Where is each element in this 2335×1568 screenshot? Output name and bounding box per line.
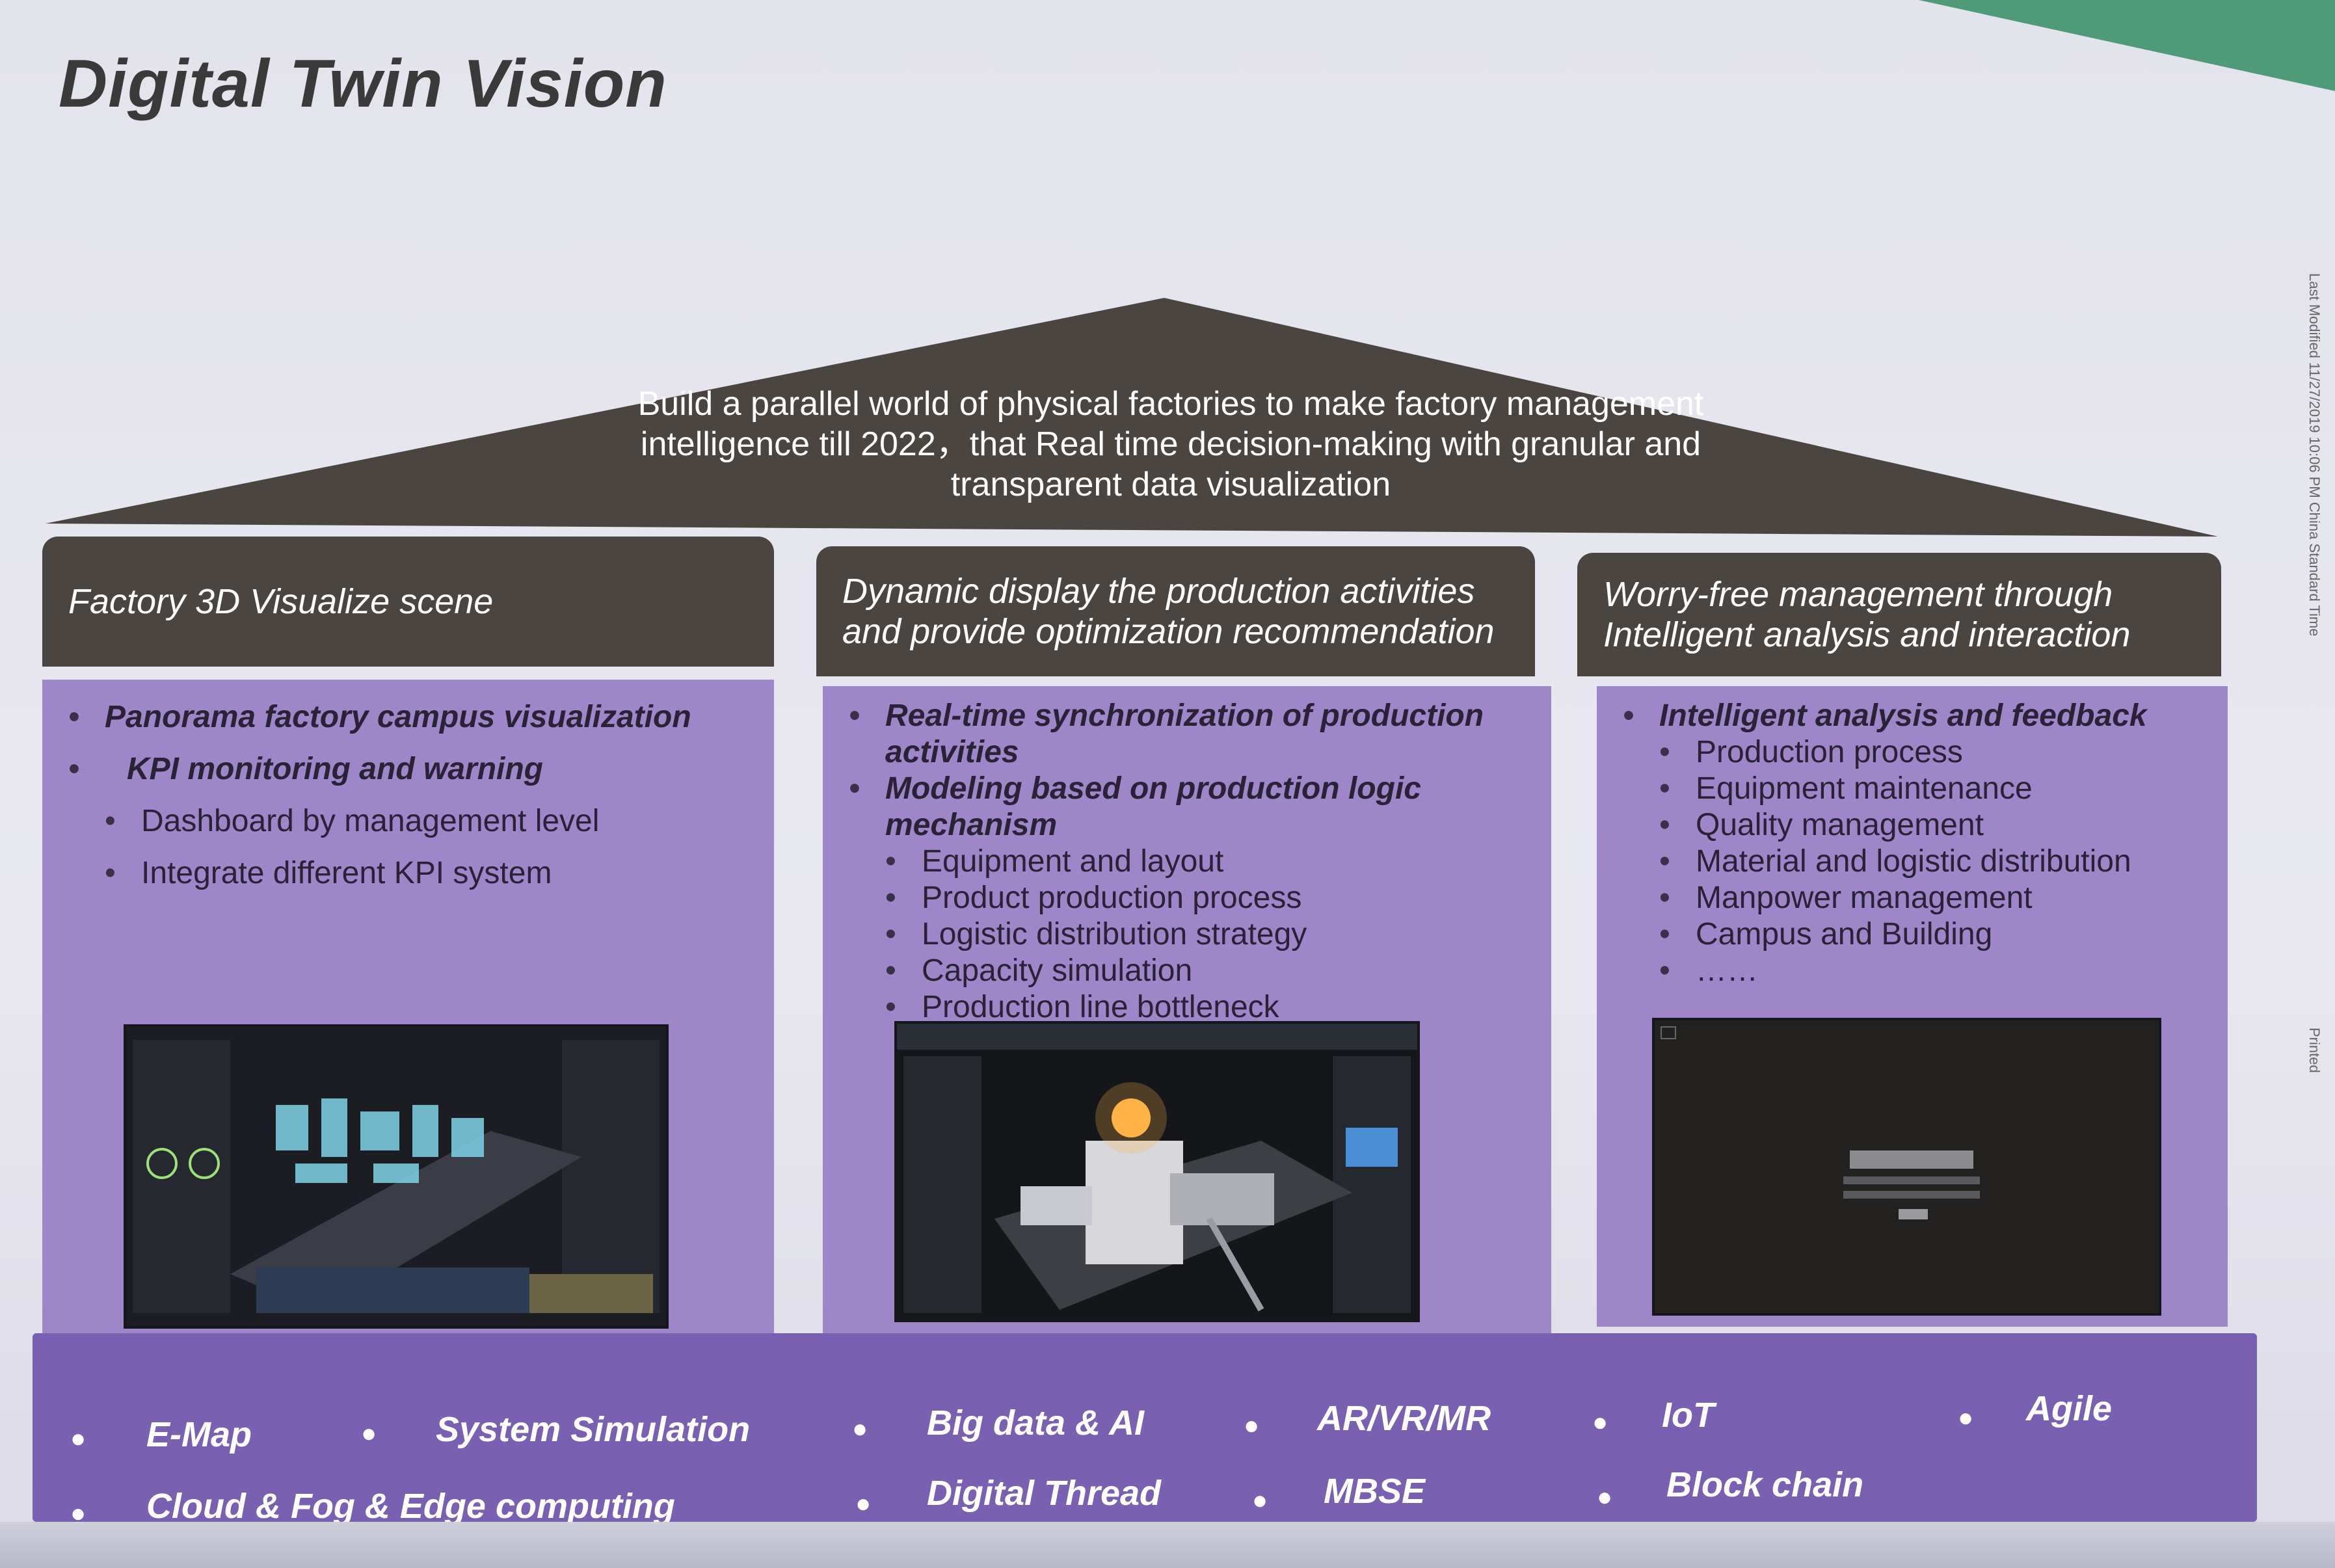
- bullet-dot: ●: [1244, 1411, 1260, 1440]
- list-item: Product production process: [849, 880, 1525, 916]
- bullet-dot: ●: [1958, 1403, 1974, 1432]
- list-item: Dashboard by management level: [68, 803, 748, 840]
- tech-digital-thread: Digital Thread: [927, 1474, 1162, 1513]
- tech-cloud-fog-edge: Cloud & Fog & Edge computing: [146, 1487, 675, 1526]
- bullet-dot: ●: [1252, 1486, 1268, 1515]
- list-item: Real-time synchronization of production …: [849, 698, 1525, 771]
- column-1-header: Factory 3D Visualize scene: [42, 537, 774, 667]
- list-item: Integrate different KPI system: [68, 855, 748, 892]
- list-item: Panorama factory campus visualization: [68, 699, 748, 736]
- list-item: Equipment maintenance: [1623, 771, 2202, 807]
- list-item: ……: [1623, 953, 2202, 989]
- column-2-header: Dynamic display the production activitie…: [816, 546, 1535, 676]
- column-3-body: Intelligent analysis and feedback Produc…: [1597, 686, 2228, 1327]
- column-2-title: Dynamic display the production activitie…: [842, 572, 1495, 651]
- column-1-title: Factory 3D Visualize scene: [68, 582, 494, 621]
- printed-note: Printed: [2306, 1028, 2323, 1073]
- list-item: Production line bottleneck: [849, 989, 1525, 1026]
- list-item: Production process: [1623, 734, 2202, 771]
- bullet-dot: ●: [70, 1424, 87, 1453]
- tech-ar-vr-mr: AR/VR/MR: [1317, 1399, 1491, 1438]
- list-item: KPI monitoring and warning: [68, 751, 748, 788]
- analysis-screenshot: [1652, 1018, 2161, 1316]
- list-item: Quality management: [1623, 807, 2202, 844]
- list-item: Manpower management: [1623, 880, 2202, 916]
- list-item: Material and logistic distribution: [1623, 844, 2202, 880]
- column-2-body: Real-time synchronization of production …: [823, 686, 1551, 1333]
- list-item: Modeling based on production logic mecha…: [849, 771, 1525, 844]
- tech-block-chain: Block chain: [1666, 1465, 1864, 1504]
- technology-base: [33, 1333, 2257, 1522]
- list-item: Equipment and layout: [849, 844, 1525, 880]
- list-item: Intelligent analysis and feedback: [1623, 698, 2202, 734]
- tech-mbse: MBSE: [1324, 1472, 1426, 1511]
- tech-agile: Agile: [2026, 1389, 2113, 1428]
- bullet-dot: ●: [1592, 1408, 1608, 1437]
- column-3-title: Worry-free management through Intelligen…: [1603, 575, 2131, 654]
- bullet-dot: ●: [361, 1419, 377, 1448]
- tech-system-simulation: System Simulation: [436, 1410, 751, 1449]
- bottom-shade: [0, 1522, 2335, 1568]
- bullet-dot: ●: [852, 1415, 868, 1443]
- tech-iot: IoT: [1662, 1396, 1715, 1435]
- slide-title: Digital Twin Vision: [59, 46, 667, 122]
- list-item: Logistic distribution strategy: [849, 916, 1525, 953]
- factory-3d-screenshot: [124, 1024, 669, 1329]
- vision-roof: [0, 286, 2237, 546]
- vision-statement: Build a parallel world of physical facto…: [637, 385, 1704, 503]
- corner-accent: [1919, 0, 2335, 91]
- bullet-dot: ●: [855, 1489, 872, 1518]
- list-item: Campus and Building: [1623, 916, 2202, 953]
- list-item: Capacity simulation: [849, 953, 1525, 989]
- last-modified-note: Last Modified 11/27/2019 10:06 PM China …: [2306, 273, 2323, 637]
- column-1-body: Panorama factory campus visualization KP…: [42, 680, 774, 1340]
- production-3d-screenshot: [894, 1021, 1420, 1322]
- column-3-header: Worry-free management through Intelligen…: [1577, 553, 2221, 676]
- bullet-dot: ●: [1597, 1483, 1613, 1511]
- tech-big-data-ai: Big data & AI: [927, 1403, 1145, 1442]
- tech-emap: E-Map: [146, 1415, 252, 1454]
